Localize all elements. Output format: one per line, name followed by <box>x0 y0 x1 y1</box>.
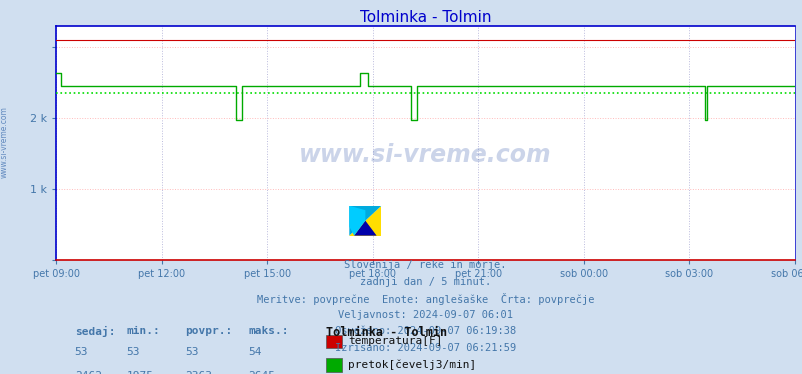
Text: Izrisano: 2024-09-07 06:21:59: Izrisano: 2024-09-07 06:21:59 <box>334 343 516 353</box>
Text: Veljavnost: 2024-09-07 06:01: Veljavnost: 2024-09-07 06:01 <box>338 310 512 320</box>
Text: 53: 53 <box>126 347 140 358</box>
Text: Osveženo: 2024-09-07 06:19:38: Osveženo: 2024-09-07 06:19:38 <box>334 326 516 336</box>
Text: sedaj:: sedaj: <box>75 326 115 337</box>
Text: pretok[čevelj3/min]: pretok[čevelj3/min] <box>347 359 476 370</box>
Text: www.si-vreme.com: www.si-vreme.com <box>299 143 551 167</box>
Polygon shape <box>354 221 376 236</box>
Text: zadnji dan / 5 minut.: zadnji dan / 5 minut. <box>359 277 491 286</box>
Text: 1975: 1975 <box>126 371 153 374</box>
Text: temperatura[F]: temperatura[F] <box>347 336 442 346</box>
Text: 54: 54 <box>248 347 261 358</box>
Text: Meritve: povprečne  Enote: anglešaške  Črta: povprečje: Meritve: povprečne Enote: anglešaške Črt… <box>257 293 593 305</box>
Polygon shape <box>349 206 365 236</box>
Bar <box>326 335 342 349</box>
Text: maks.:: maks.: <box>248 326 289 336</box>
Text: www.si-vreme.com: www.si-vreme.com <box>0 106 9 178</box>
Text: Tolminka - Tolmin: Tolminka - Tolmin <box>326 326 447 339</box>
Polygon shape <box>349 206 381 236</box>
Title: Tolminka - Tolmin: Tolminka - Tolmin <box>359 10 491 25</box>
Text: 53: 53 <box>185 347 199 358</box>
Text: 2645: 2645 <box>248 371 275 374</box>
Text: 53: 53 <box>75 347 88 358</box>
Bar <box>326 358 342 372</box>
Text: povpr.:: povpr.: <box>185 326 233 336</box>
Text: 2462: 2462 <box>75 371 102 374</box>
Polygon shape <box>349 206 381 236</box>
Text: min.:: min.: <box>126 326 160 336</box>
Text: Slovenija / reke in morje.: Slovenija / reke in morje. <box>344 260 506 270</box>
Text: 2363: 2363 <box>185 371 213 374</box>
